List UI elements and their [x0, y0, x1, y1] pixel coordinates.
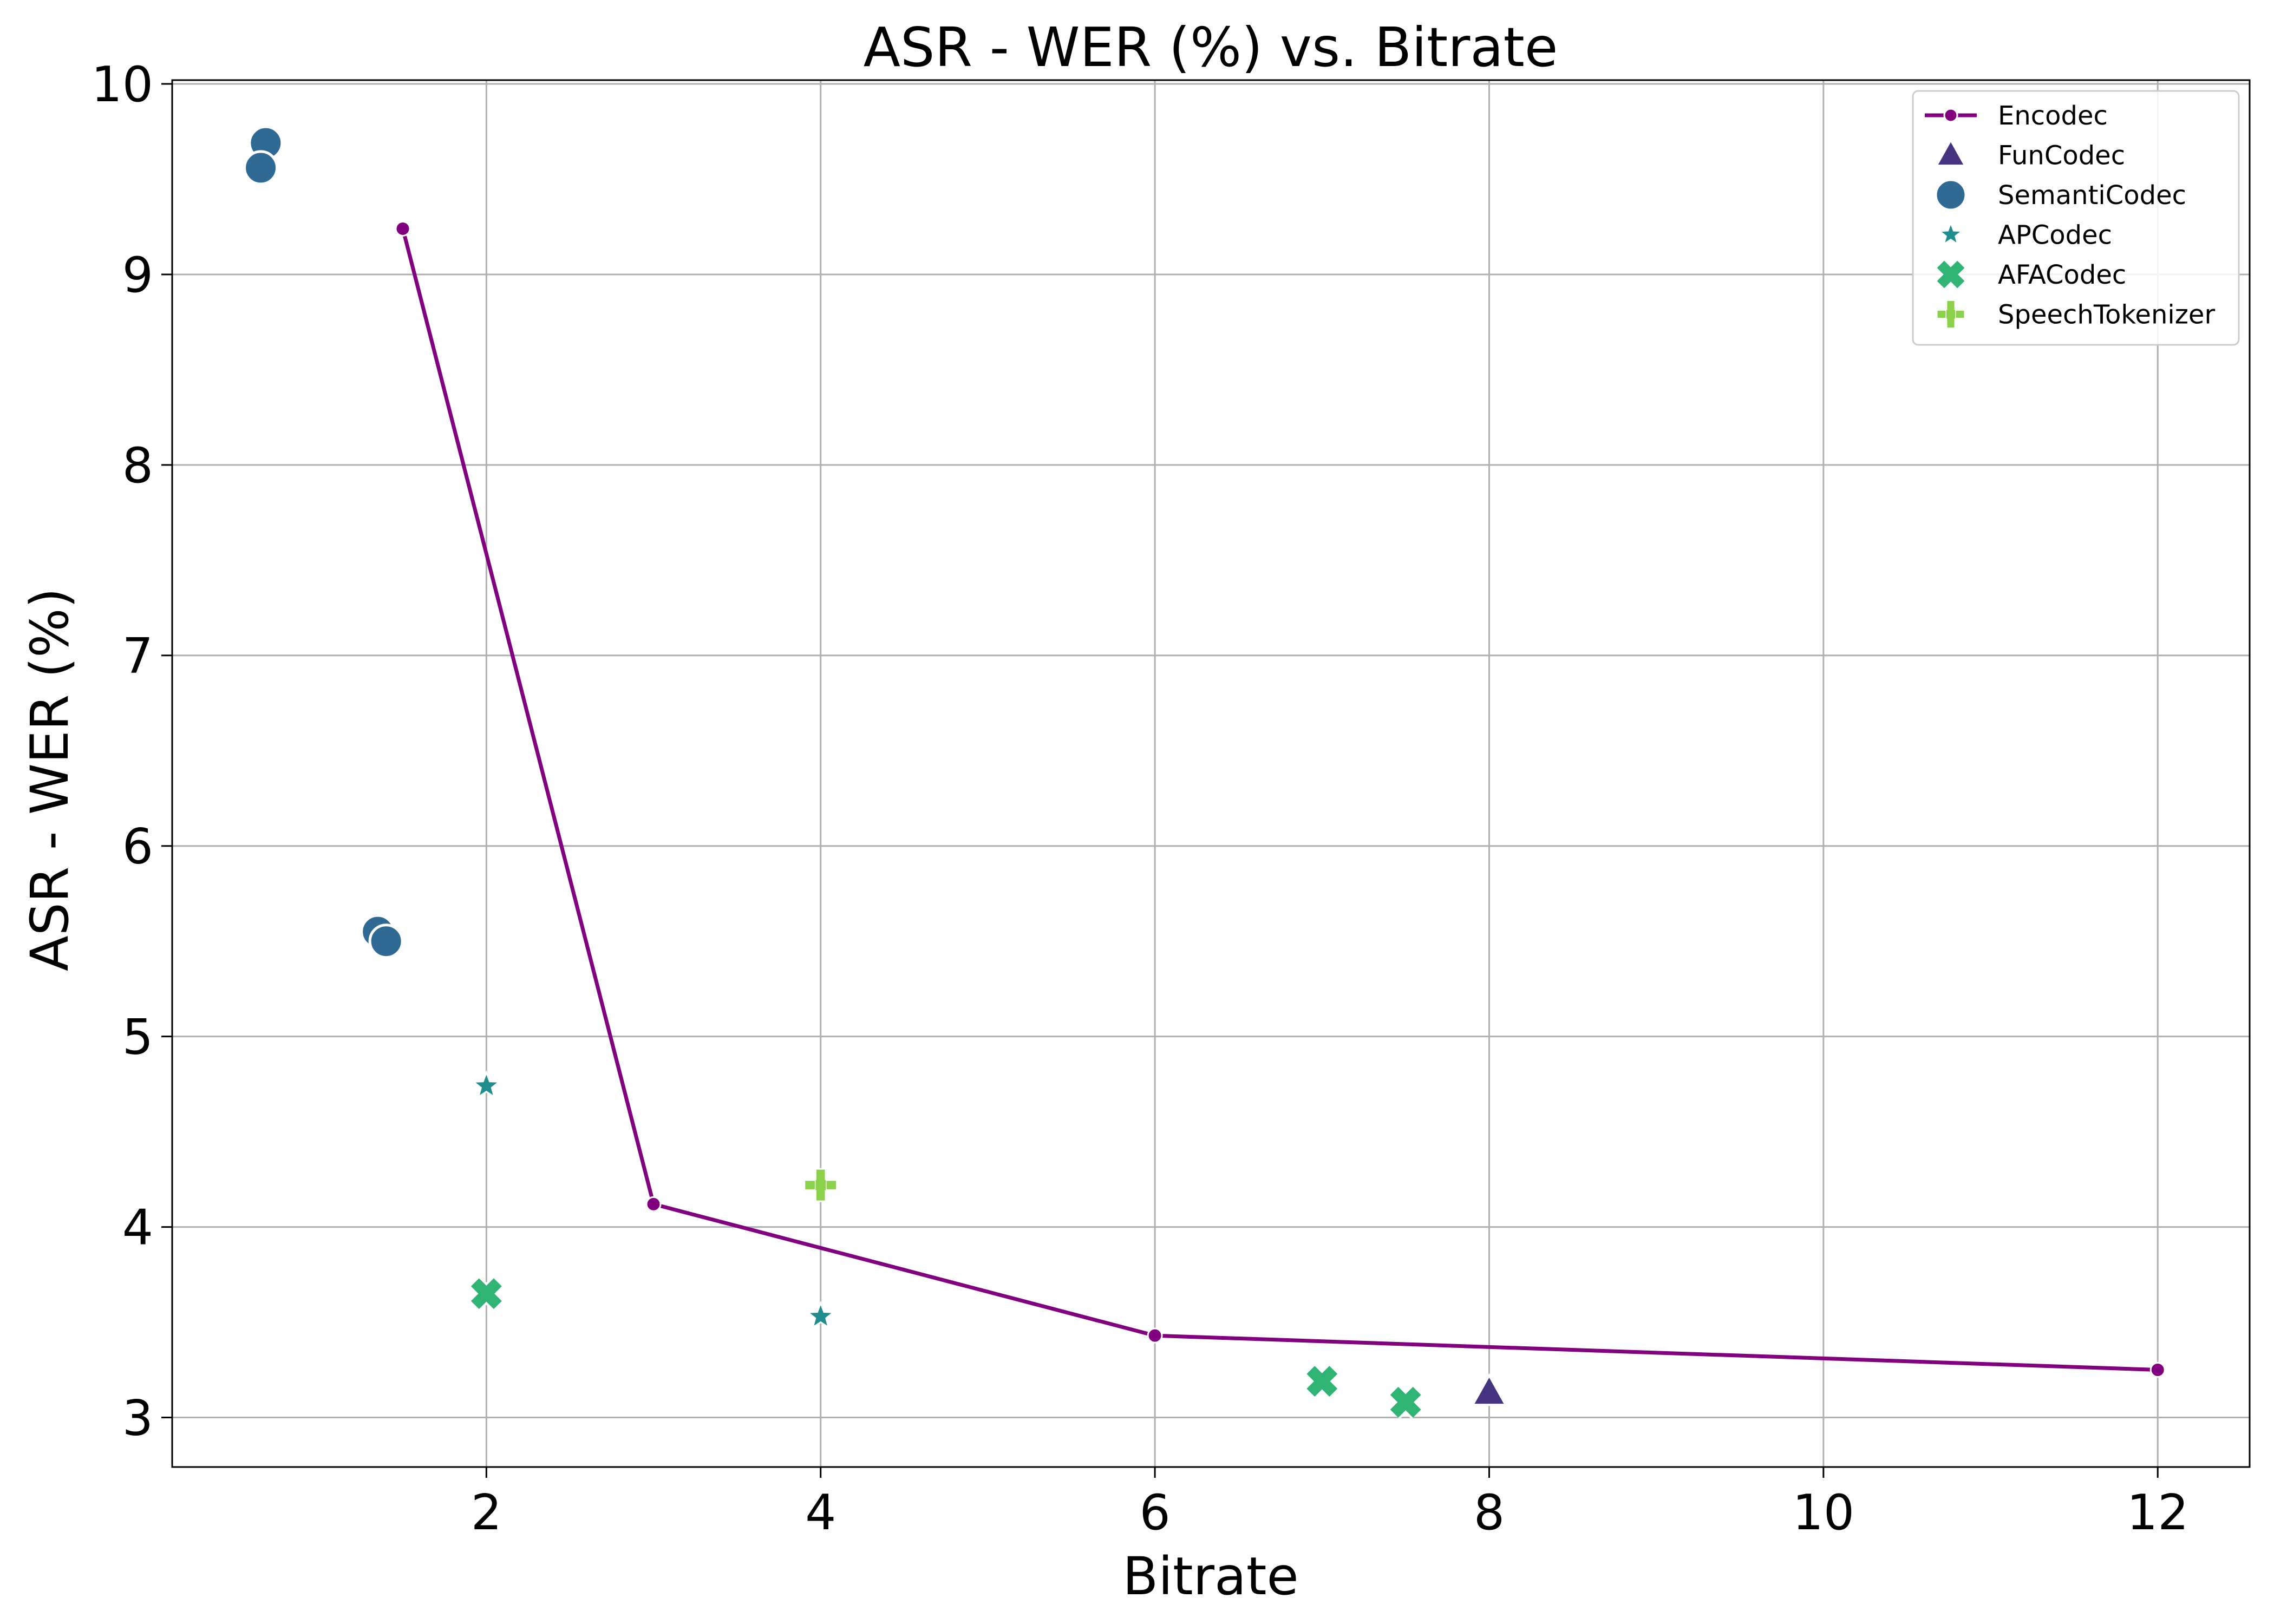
x-tick-label: 6 [1139, 1484, 1170, 1541]
legend-marker [1934, 137, 1968, 167]
x-tick-label: 10 [1793, 1484, 1855, 1541]
x-marker-stroke [1937, 260, 1965, 289]
axis-ticks: 2 4 6 8 10 12 3 4 5 6 7 8 9 10 [91, 56, 2188, 1541]
legend-marker [1937, 220, 1964, 246]
speechtokenizer-point [803, 1168, 838, 1202]
series-apcodec [471, 1070, 836, 1330]
legend-marker [1934, 178, 1968, 212]
x-axis-title: Bitrate [1122, 1546, 1298, 1607]
legend-label: SemantiCodec [1998, 180, 2186, 211]
encodec-point [2149, 1362, 2166, 1378]
y-tick-label: 6 [122, 818, 153, 875]
series-funcodec [1471, 1373, 1508, 1406]
legend-entry-afacodec: AFACodec [1935, 259, 2126, 290]
y-tick-label: 9 [122, 247, 153, 304]
x-tick-label: 8 [1474, 1484, 1505, 1541]
apcodec-point [805, 1300, 836, 1330]
x-tick-label: 4 [805, 1484, 836, 1541]
afacodec-point [1305, 1364, 1339, 1398]
legend-marker [1943, 108, 1958, 123]
legend-label: FunCodec [1998, 141, 2125, 171]
series-semanticodec [243, 125, 404, 959]
legend-entry-funcodec: FunCodec [1934, 137, 2125, 171]
semanticodec-point [243, 150, 279, 186]
x-tick-label: 2 [471, 1484, 502, 1541]
series-speechtokenizer [803, 1168, 838, 1202]
legend-label: AFACodec [1998, 260, 2126, 290]
legend-entry-apcodec: APCodec [1937, 220, 2112, 251]
legend-box [1912, 90, 2240, 346]
series [243, 125, 2166, 1419]
afacodec-point [1388, 1385, 1423, 1419]
legend-marker [1935, 259, 1966, 290]
x-marker-stroke [1390, 1386, 1421, 1418]
plus-marker-center [1946, 310, 1956, 319]
encodec-point [645, 1196, 662, 1212]
legend-label: APCodec [1998, 220, 2112, 251]
legend-entry-encodec: Encodec [1925, 101, 2108, 131]
apcodec-point [471, 1070, 502, 1099]
afacodec-point [469, 1276, 504, 1311]
encodec-point [395, 221, 411, 237]
y-tick-label: 8 [122, 437, 153, 494]
x-marker-stroke [1306, 1366, 1338, 1397]
y-tick-label: 3 [122, 1390, 153, 1447]
legend-entry-speechtokenizer: SpeechTokenizer [1936, 299, 2215, 330]
encodec-line [401, 228, 2158, 1372]
plus-marker-center [815, 1180, 826, 1190]
encodec-point [1147, 1327, 1163, 1344]
x-tick-label: 12 [2127, 1484, 2189, 1541]
y-tick-label: 7 [122, 628, 153, 685]
semanticodec-point [368, 924, 404, 959]
y-axis-title: ASR - WER (%) [19, 588, 80, 971]
legend-label: SpeechTokenizer [1998, 300, 2215, 330]
funcodec-point [1471, 1373, 1508, 1406]
grid [172, 80, 2250, 1467]
y-tick-label: 4 [122, 1200, 153, 1256]
legend: Encodec FunCodec SemantiCodec APCodec AFACod… [1912, 90, 2240, 346]
legend-entry-semanticodec: SemantiCodec [1934, 178, 2186, 212]
y-tick-label: 5 [122, 1009, 153, 1066]
legend-label: Encodec [1998, 101, 2108, 131]
series-encodec [395, 221, 2166, 1378]
series-afacodec [469, 1276, 1423, 1419]
legend-marker [1936, 299, 1966, 329]
plot-frame [171, 79, 2251, 1468]
y-tick-label: 10 [91, 56, 153, 113]
x-marker-stroke [471, 1278, 502, 1309]
chart-title: ASR - WER (%) vs. Bitrate [864, 16, 1558, 79]
